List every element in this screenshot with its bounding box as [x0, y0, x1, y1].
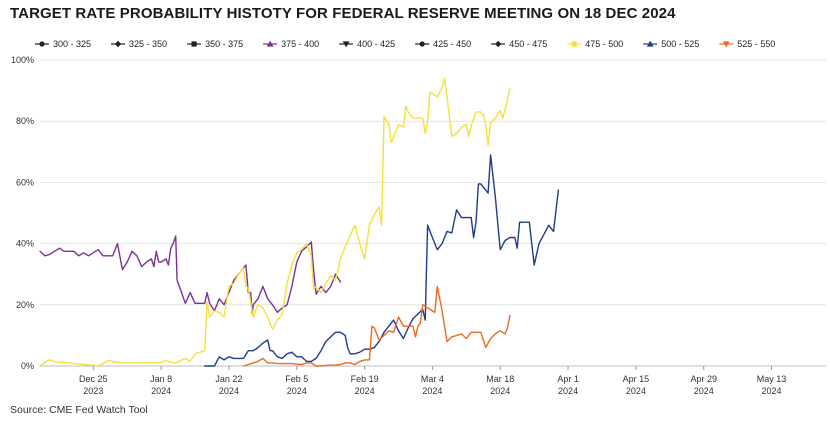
x-tick-year-label: 2024	[219, 386, 239, 396]
legend-marker	[114, 40, 122, 48]
legend-item: 500 - 525	[643, 39, 699, 49]
x-tick-label: Mar 18	[486, 374, 514, 384]
x-tick-year-label: 2024	[287, 386, 307, 396]
x-tick-label: Apr 15	[623, 374, 650, 384]
y-axis: 0% 20% 40% 60% 80% 100%	[11, 55, 34, 371]
x-tick-label: May 13	[757, 374, 787, 384]
legend-marker	[39, 41, 45, 47]
legend-item: 325 - 350	[111, 39, 167, 49]
x-tick-year-label: 2024	[558, 386, 578, 396]
y-tick-label: 0%	[21, 361, 34, 371]
x-tick-year-label: 2024	[626, 386, 646, 396]
legend-item: 400 - 425	[339, 39, 395, 49]
legend-item: 425 - 450	[415, 39, 471, 49]
legend-label: 525 - 550	[737, 39, 775, 49]
x-tick-year-label: 2023	[83, 386, 103, 396]
legend-label: 325 - 350	[129, 39, 167, 49]
legend-item: 350 - 375	[187, 39, 243, 49]
legend-label: 300 - 325	[53, 39, 91, 49]
series-line-525-550	[242, 285, 511, 367]
x-tick-year-label: 2024	[355, 386, 375, 396]
x-tick-year-label: 2024	[151, 386, 171, 396]
y-tick-label: 80%	[16, 116, 34, 126]
x-tick-label: Mar 4	[421, 374, 444, 384]
x-tick-label: Dec 25	[79, 374, 108, 384]
x-tick-label: Jan 22	[215, 374, 242, 384]
legend-marker	[646, 40, 654, 47]
x-axis: Dec 25 2023 Jan 8 2024 Jan 22 2024 Feb 5 2024 Fe…	[79, 366, 786, 396]
legend-marker	[419, 41, 425, 47]
gridlines	[40, 59, 826, 367]
legend-item: 375 - 400	[263, 39, 319, 49]
legend-marker	[342, 41, 350, 48]
y-tick-label: 100%	[11, 55, 34, 65]
x-tick-label: Apr 29	[690, 374, 717, 384]
legend-label: 425 - 450	[433, 39, 471, 49]
x-tick-year-label: 2024	[422, 386, 442, 396]
series-line-475-500	[39, 77, 511, 367]
legend-item: 300 - 325	[35, 39, 91, 49]
legend-item: 475 - 500	[567, 39, 623, 49]
series-line-375-400	[39, 235, 342, 315]
chart-title: TARGET RATE PROBABILITY HISTOTY FOR FEDE…	[10, 5, 676, 22]
legend-label: 375 - 400	[281, 39, 319, 49]
legend: 300 - 325 325 - 350 350 - 375 375 - 400 400 …	[35, 39, 775, 49]
x-tick-year-label: 2024	[490, 386, 510, 396]
x-tick-year-label: 2024	[694, 386, 714, 396]
legend-marker	[571, 41, 577, 47]
series-lines	[39, 77, 560, 367]
legend-item: 525 - 550	[719, 39, 775, 49]
legend-label: 500 - 525	[661, 39, 699, 49]
legend-label: 475 - 500	[585, 39, 623, 49]
y-tick-label: 60%	[16, 177, 34, 187]
legend-label: 450 - 475	[509, 39, 547, 49]
x-tick-label: Jan 8	[150, 374, 172, 384]
x-tick-label: Feb 5	[285, 374, 308, 384]
legend-marker	[266, 40, 274, 47]
legend-marker	[722, 41, 730, 48]
x-tick-label: Apr 1	[557, 374, 579, 384]
y-tick-label: 40%	[16, 239, 34, 249]
series-line-500-525	[204, 154, 560, 367]
legend-item: 450 - 475	[491, 39, 547, 49]
legend-label: 350 - 375	[205, 39, 243, 49]
x-tick-year-label: 2024	[762, 386, 782, 396]
legend-marker	[494, 40, 502, 48]
x-tick-label: Feb 19	[351, 374, 379, 384]
legend-marker	[191, 41, 197, 47]
legend-label: 400 - 425	[357, 39, 395, 49]
y-tick-label: 20%	[16, 300, 34, 310]
source-note: Source: CME Fed Watch Tool	[10, 404, 148, 416]
